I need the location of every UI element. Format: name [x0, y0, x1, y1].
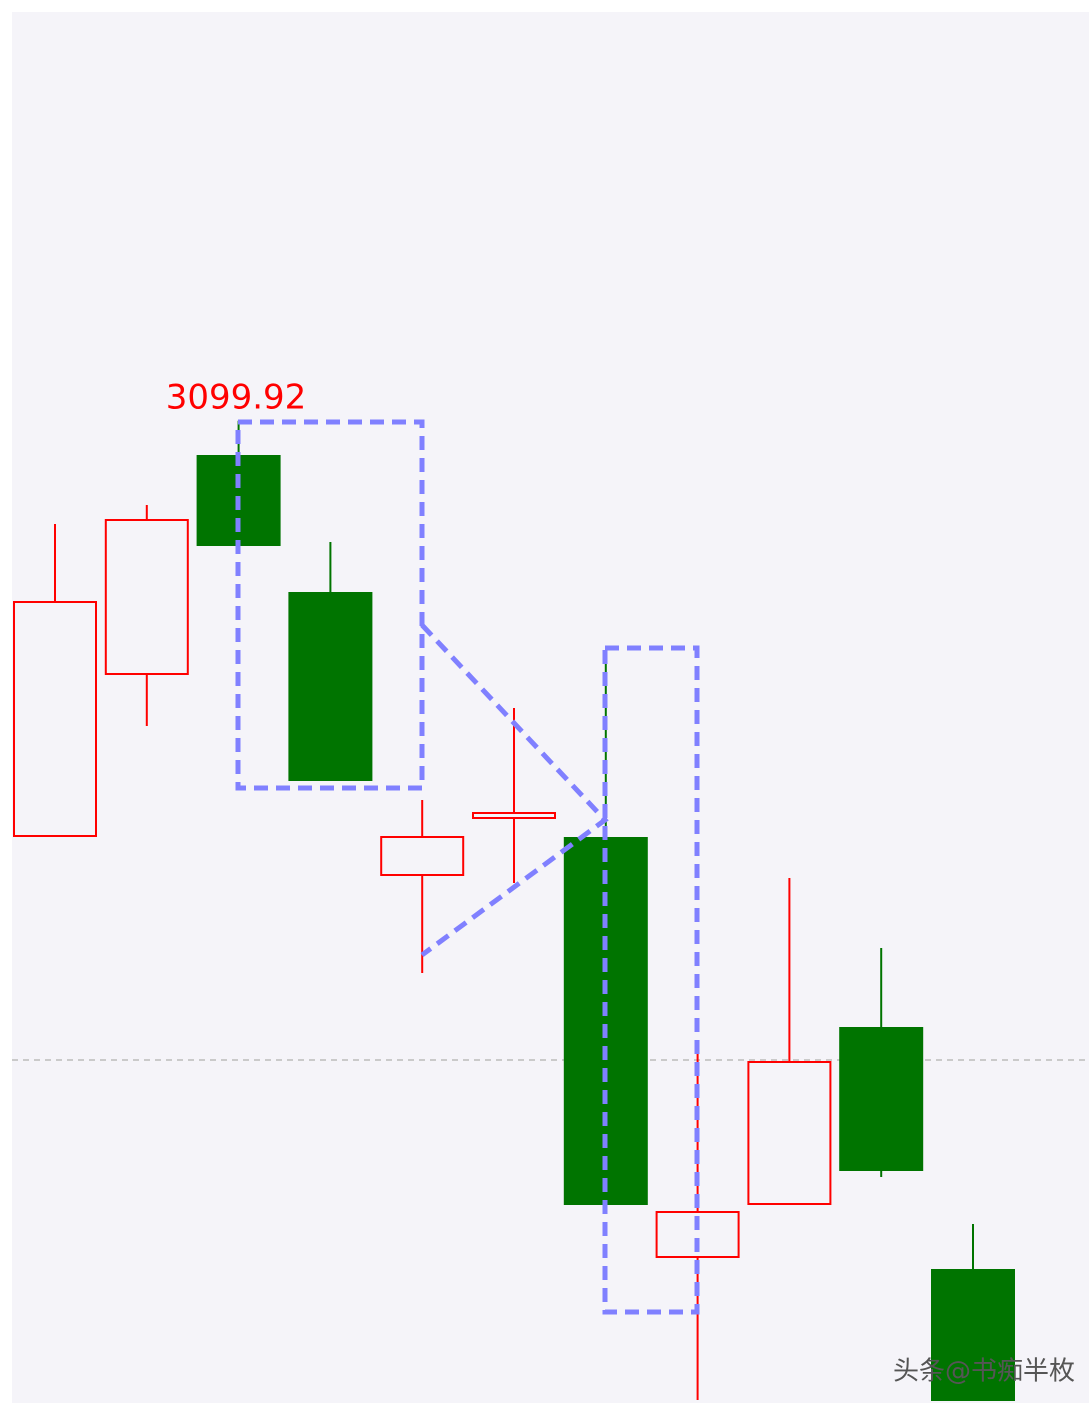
dashed-triangle [420, 623, 609, 958]
dashed-box [602, 645, 700, 1315]
candle-body [380, 836, 465, 876]
plot-background [12, 12, 1089, 1403]
candle-body [104, 519, 189, 675]
watermark: 头条@书痴半枚 [893, 1357, 1075, 1387]
dashed-box [235, 419, 425, 791]
candle-body [472, 812, 556, 819]
candle-body [288, 592, 373, 781]
candle-body [839, 1027, 924, 1171]
candle-body [931, 1269, 1015, 1401]
annotations [235, 419, 700, 1315]
candle-body [13, 601, 97, 837]
candle-body [747, 1061, 832, 1205]
peak-label: 3099.92 [166, 377, 307, 417]
